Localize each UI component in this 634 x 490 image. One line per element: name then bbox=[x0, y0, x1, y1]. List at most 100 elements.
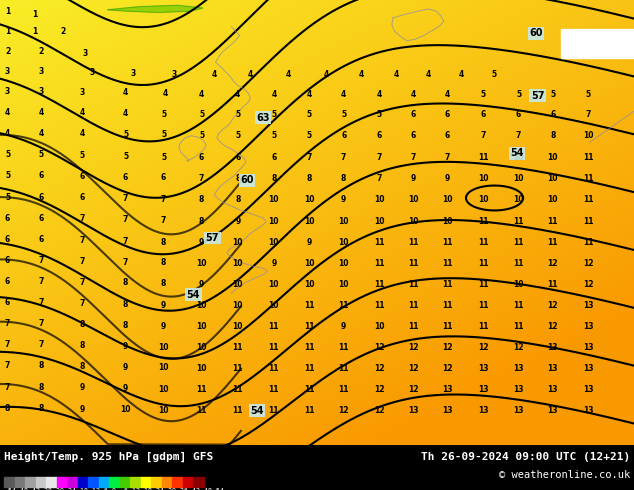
Text: 13: 13 bbox=[478, 364, 488, 373]
Text: 10: 10 bbox=[197, 259, 207, 268]
Text: 11: 11 bbox=[269, 385, 279, 394]
Text: 8: 8 bbox=[307, 174, 312, 183]
Text: 12: 12 bbox=[548, 322, 558, 331]
Text: 11: 11 bbox=[583, 196, 593, 204]
Bar bbox=[46, 477, 56, 487]
Text: 57: 57 bbox=[205, 233, 219, 243]
Text: 4: 4 bbox=[5, 129, 10, 138]
Text: 8: 8 bbox=[341, 174, 346, 183]
Text: 9: 9 bbox=[307, 238, 312, 247]
Text: 8: 8 bbox=[271, 174, 276, 183]
Text: 13: 13 bbox=[548, 343, 558, 352]
Text: 11: 11 bbox=[478, 238, 488, 247]
Text: 9: 9 bbox=[123, 363, 128, 372]
Text: 6: 6 bbox=[445, 110, 450, 119]
Text: 9: 9 bbox=[161, 301, 166, 310]
Text: 6: 6 bbox=[377, 131, 382, 140]
Text: 11: 11 bbox=[197, 406, 207, 415]
Text: 13: 13 bbox=[443, 385, 453, 394]
Text: 11: 11 bbox=[408, 280, 418, 289]
Text: 13: 13 bbox=[583, 343, 593, 352]
Text: 1: 1 bbox=[5, 7, 10, 16]
Text: 10: 10 bbox=[514, 174, 524, 183]
Text: 10: 10 bbox=[120, 405, 131, 414]
Text: 5: 5 bbox=[481, 90, 486, 99]
Text: 6: 6 bbox=[123, 173, 128, 182]
Text: 6: 6 bbox=[39, 171, 44, 180]
Text: 12: 12 bbox=[374, 343, 384, 352]
Text: Th 26-09-2024 09:00 UTC (12+21): Th 26-09-2024 09:00 UTC (12+21) bbox=[421, 452, 630, 462]
Text: 5: 5 bbox=[307, 131, 312, 140]
Text: 8: 8 bbox=[123, 278, 128, 288]
Text: 11: 11 bbox=[443, 322, 453, 331]
Text: 2: 2 bbox=[61, 26, 66, 36]
Text: 12: 12 bbox=[443, 364, 453, 373]
Text: 2: 2 bbox=[5, 47, 10, 56]
Text: 4: 4 bbox=[39, 108, 44, 117]
Text: 11: 11 bbox=[408, 238, 418, 247]
Text: 8: 8 bbox=[80, 320, 85, 329]
Text: 10: 10 bbox=[233, 259, 243, 268]
Text: 63: 63 bbox=[256, 113, 270, 123]
Text: 9: 9 bbox=[445, 174, 450, 183]
Text: 4: 4 bbox=[459, 70, 464, 79]
Text: 8: 8 bbox=[161, 279, 166, 288]
Text: 11: 11 bbox=[304, 301, 314, 310]
Text: 13: 13 bbox=[443, 406, 453, 415]
Text: 10: 10 bbox=[304, 196, 314, 204]
Text: 6: 6 bbox=[39, 193, 44, 201]
Text: 10: 10 bbox=[269, 217, 279, 225]
Text: 5: 5 bbox=[123, 130, 128, 139]
Text: 5: 5 bbox=[586, 90, 591, 99]
Text: 12: 12 bbox=[408, 364, 418, 373]
Text: 6: 6 bbox=[341, 131, 346, 140]
Text: 11: 11 bbox=[304, 406, 314, 415]
Text: 4: 4 bbox=[377, 90, 382, 99]
Bar bbox=[152, 477, 162, 487]
Text: 8: 8 bbox=[161, 258, 166, 268]
Text: 9: 9 bbox=[341, 196, 346, 204]
Text: 9: 9 bbox=[235, 217, 240, 225]
Text: 11: 11 bbox=[548, 238, 558, 247]
Text: 9: 9 bbox=[123, 342, 128, 351]
Text: 7: 7 bbox=[39, 298, 44, 307]
Text: 6: 6 bbox=[80, 194, 85, 202]
Text: © weatheronline.co.uk: © weatheronline.co.uk bbox=[499, 470, 630, 480]
Text: 13: 13 bbox=[408, 406, 418, 415]
Text: 5: 5 bbox=[199, 131, 204, 140]
Text: 11: 11 bbox=[304, 385, 314, 394]
Text: 12: 12 bbox=[374, 364, 384, 373]
Text: 11: 11 bbox=[374, 280, 384, 289]
Text: 11: 11 bbox=[478, 322, 488, 331]
Text: 6: 6 bbox=[5, 256, 10, 265]
Text: 7: 7 bbox=[80, 277, 85, 287]
Text: 7: 7 bbox=[5, 383, 10, 392]
Text: 6: 6 bbox=[5, 214, 10, 222]
Text: 5: 5 bbox=[80, 151, 85, 160]
Text: 5: 5 bbox=[377, 110, 382, 119]
Text: 6: 6 bbox=[411, 131, 416, 140]
Text: 6: 6 bbox=[5, 235, 10, 244]
Text: 5: 5 bbox=[235, 131, 240, 140]
Text: 1: 1 bbox=[32, 26, 37, 36]
Text: 4: 4 bbox=[80, 108, 85, 117]
Text: 6: 6 bbox=[235, 153, 240, 162]
Text: 9: 9 bbox=[199, 238, 204, 247]
Polygon shape bbox=[108, 5, 203, 12]
Text: 7: 7 bbox=[123, 195, 128, 203]
Text: 12: 12 bbox=[548, 301, 558, 310]
Text: 4: 4 bbox=[341, 90, 346, 99]
Text: 11: 11 bbox=[548, 217, 558, 225]
Text: 10: 10 bbox=[304, 280, 314, 289]
Text: 5: 5 bbox=[161, 110, 166, 119]
Text: 11: 11 bbox=[583, 238, 593, 247]
Text: 11: 11 bbox=[269, 364, 279, 373]
Text: 7: 7 bbox=[307, 153, 312, 162]
Text: 5: 5 bbox=[161, 130, 166, 139]
Text: 4: 4 bbox=[235, 90, 240, 99]
Text: 3: 3 bbox=[39, 67, 44, 75]
Bar bbox=[99, 477, 109, 487]
Text: 6: 6 bbox=[445, 131, 450, 140]
Text: 7: 7 bbox=[80, 299, 85, 308]
Bar bbox=[120, 477, 131, 487]
